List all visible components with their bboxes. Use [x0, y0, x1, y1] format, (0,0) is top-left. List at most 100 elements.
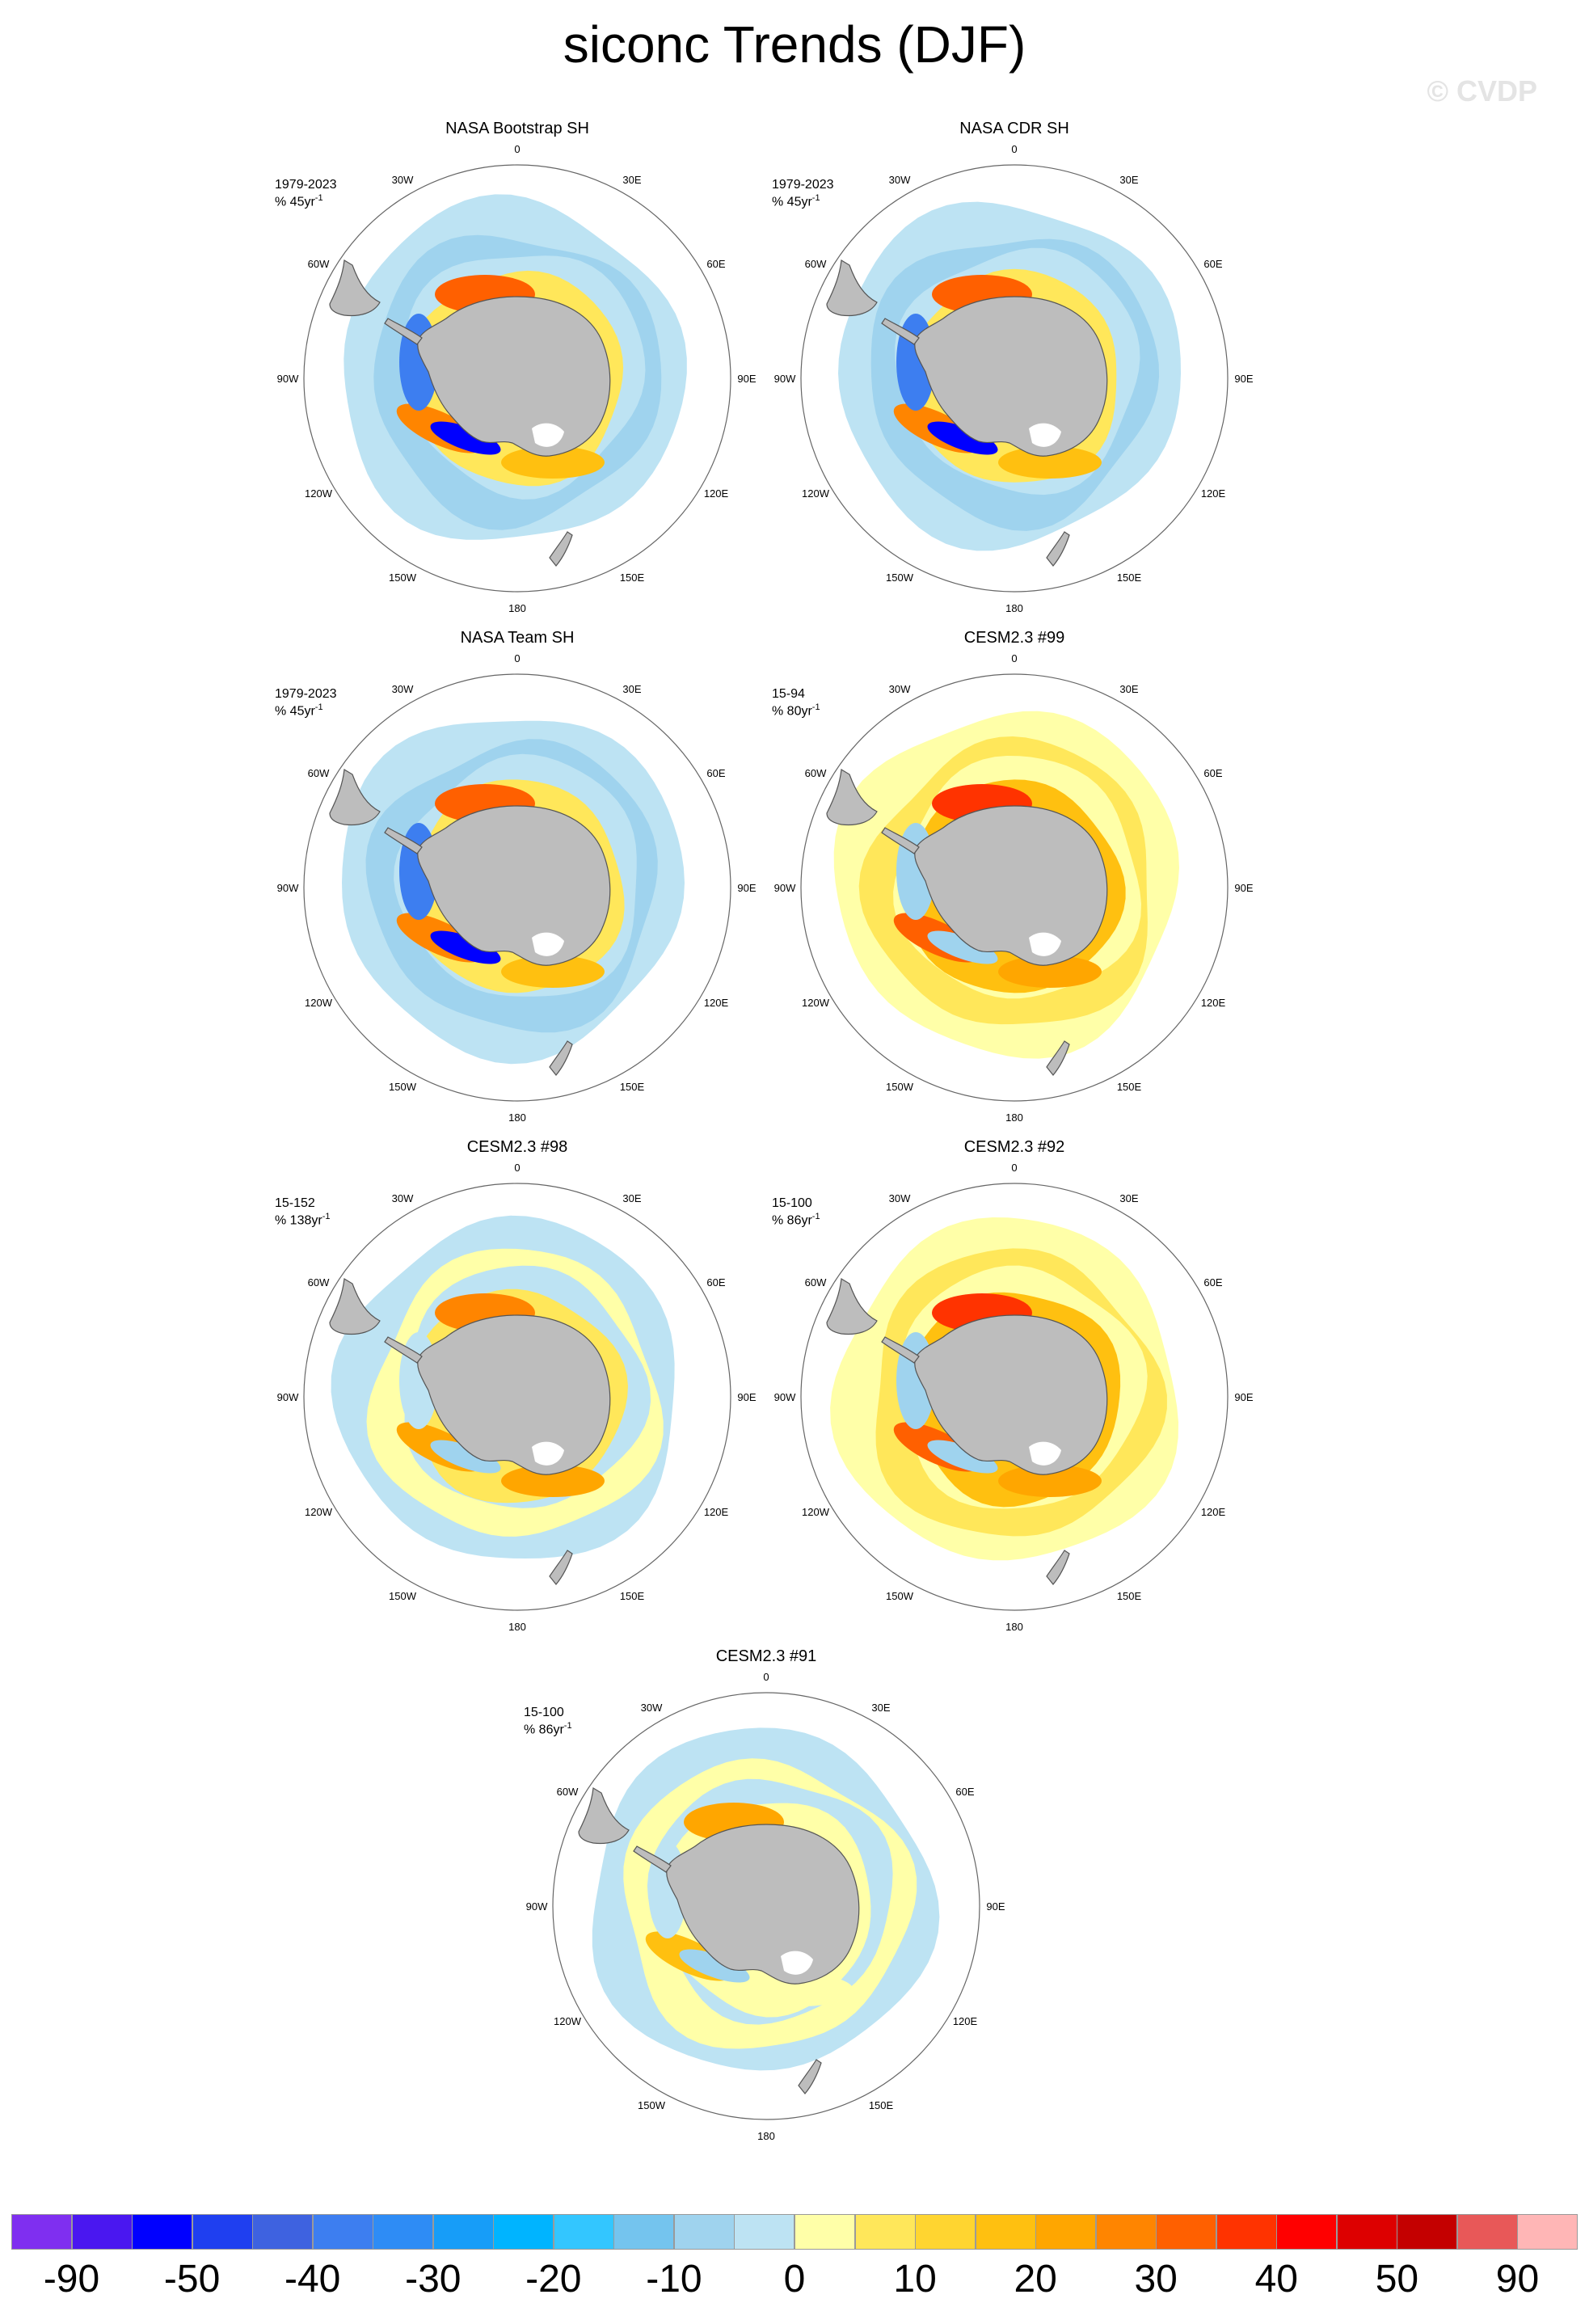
trend-units: % 86yr-1 [772, 1210, 820, 1227]
polar-map: 0 30E 60E 90E 120E 150E 180 150W 120W 90W 60W 30W [774, 1162, 1254, 1633]
map-boundary [800, 164, 1229, 593]
longitude-label: 150E [1117, 1081, 1142, 1093]
colorbar-box [11, 2214, 73, 2250]
map-panel: CESM2.3 #92 15-100% 86yr-1 0 30E 60E 90E 120E 1… [772, 1138, 1257, 1655]
period-label: 15-100% 86yr-1 [772, 1196, 820, 1227]
ross-ice-shelf-gap [781, 1951, 813, 1975]
map-panel: NASA Bootstrap SH 1979-2023% 45yr-1 0 30E 60… [275, 120, 760, 637]
longitude-label: 0 [1011, 1162, 1017, 1174]
land-group [826, 769, 1108, 1076]
period-label: 15-152% 138yr-1 [275, 1196, 330, 1227]
new-zealand-land [549, 1550, 573, 1585]
longitude-label: 150E [1117, 1590, 1142, 1602]
colorbar-box [312, 2214, 373, 2250]
new-zealand-land [1046, 531, 1070, 567]
trend-units-exponent: -1 [563, 1721, 572, 1731]
colorbar-tick-label: -10 [646, 2258, 702, 2301]
longitude-label: 30W [392, 683, 414, 695]
longitude-label: 150E [1117, 572, 1142, 584]
trend-negative-amundsen [430, 1440, 501, 1474]
trend-units-exponent: -1 [811, 702, 820, 712]
panel-title: NASA Team SH [460, 629, 575, 647]
longitude-label: 0 [1011, 652, 1017, 664]
trend-units-exponent: -1 [314, 193, 323, 203]
trend-negative-amundsen [927, 1440, 998, 1474]
map-boundary [303, 164, 731, 593]
colorbar-tick-label: 20 [1014, 2258, 1057, 2301]
longitude-label: 90W [277, 882, 299, 894]
trend-units-text: % 45yr [772, 195, 812, 209]
trend-negative-amundsen [679, 1949, 750, 1983]
period-years: 15-94 [772, 687, 805, 701]
colorbar-tick-label: 30 [1134, 2258, 1178, 2301]
map-boundary [552, 1692, 980, 2120]
south-america-land [826, 259, 878, 317]
colorbar-tick-label: 40 [1254, 2258, 1298, 2301]
colorbar-box [734, 2214, 795, 2250]
longitude-label: 30E [1119, 683, 1138, 695]
colorbar-tick-label: 50 [1375, 2258, 1419, 2301]
colorbar-box [1216, 2214, 1277, 2250]
new-zealand-land [1046, 1040, 1070, 1076]
ross-ice-shelf-gap [1029, 1441, 1061, 1466]
trend-negative-amundsen [927, 421, 998, 455]
colorbar-tick-label: -40 [285, 2258, 341, 2301]
longitude-label: 30W [889, 174, 911, 186]
longitude-label: 120E [1201, 487, 1226, 500]
trend-hotspot-ross [750, 1974, 854, 2006]
longitude-label: 150E [620, 1590, 645, 1602]
longitude-label: 0 [763, 1671, 769, 1683]
period-years: 1979-2023 [275, 178, 337, 192]
trend-units: % 45yr-1 [275, 701, 337, 718]
longitude-label: 60E [1203, 1276, 1222, 1289]
longitude-label: 90W [774, 373, 796, 385]
longitude-label: 60W [308, 767, 330, 779]
antarctica-land [417, 1314, 611, 1475]
longitude-label: 120W [305, 997, 333, 1009]
antarctica-land [914, 805, 1108, 966]
longitude-label: 30W [889, 683, 911, 695]
longitude-label: 30E [622, 1192, 641, 1204]
longitude-label: 60E [706, 767, 725, 779]
trend-units-text: % 138yr [275, 1213, 322, 1228]
panel-title: CESM2.3 #92 [963, 1138, 1065, 1156]
new-zealand-land [1046, 1550, 1070, 1585]
colorbar-tick-label: -50 [163, 2258, 221, 2301]
antarctica-land [417, 805, 611, 966]
longitude-label: 0 [1011, 143, 1017, 155]
polar-map: 0 30E 60E 90E 120E 150E 180 150W 120W 90W 60W 30W [277, 143, 757, 614]
period-label: 1979-2023% 45yr-1 [275, 178, 337, 209]
longitude-label: 30E [1119, 1192, 1138, 1204]
colorbar-box [192, 2214, 253, 2250]
panel-title: CESM2.3 #91 [715, 1647, 817, 1665]
colorbar-box [1397, 2214, 1458, 2250]
longitude-label: 120W [305, 487, 333, 500]
longitude-label: 30E [871, 1702, 890, 1714]
longitude-label: 30W [392, 1192, 414, 1204]
south-america-land [329, 769, 381, 826]
polar-map: 0 30E 60E 90E 120E 150E 180 150W 120W 90W 60W 30W [277, 1162, 757, 1633]
longitude-label: 120E [1201, 1506, 1226, 1518]
longitude-label: 120E [704, 487, 729, 500]
trend-units: % 45yr-1 [772, 192, 834, 209]
south-america-land [329, 259, 381, 317]
trend-hotspot-ross [998, 955, 1102, 988]
colorbar-box [1276, 2214, 1338, 2250]
polar-map: 0 30E 60E 90E 120E 150E 180 150W 120W 90W 60W 30W [526, 1671, 1005, 2142]
longitude-label: 120W [802, 1506, 830, 1518]
longitude-label: 150W [389, 1081, 417, 1093]
trend-units-exponent: -1 [811, 193, 820, 203]
figure-title: siconc Trends (DJF) [563, 15, 1026, 74]
antarctic-peninsula-land [881, 318, 920, 345]
land-group [329, 259, 611, 567]
longitude-label: 60E [1203, 258, 1222, 270]
antarctic-peninsula-land [384, 827, 423, 854]
longitude-label: 90E [1234, 1391, 1253, 1403]
longitude-label: 180 [508, 1111, 526, 1124]
ross-ice-shelf-gap [1029, 932, 1061, 956]
antarctic-peninsula-land [384, 1336, 423, 1364]
longitude-label: 120W [802, 997, 830, 1009]
map-boundary [800, 1183, 1229, 1611]
period-label: 1979-2023% 45yr-1 [772, 178, 834, 209]
longitude-label: 150W [638, 2099, 666, 2111]
